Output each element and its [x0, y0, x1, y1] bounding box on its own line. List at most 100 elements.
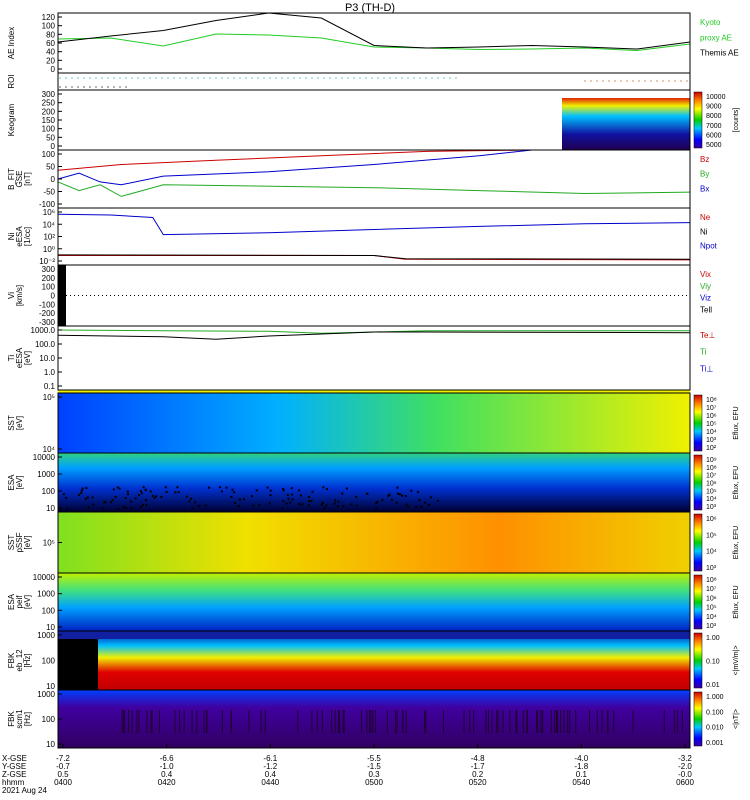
ae-legend: proxy AE — [700, 33, 732, 42]
esa-noise-dot — [337, 501, 339, 503]
fbk-b-stripe — [159, 710, 160, 733]
esa-noise-dot — [143, 486, 145, 488]
series-npot — [58, 255, 690, 259]
esa-noise-dot — [381, 499, 383, 501]
sst_e-cblabel: Eflux, EFU — [733, 406, 740, 439]
esa-noise-dot — [417, 491, 419, 493]
roi-dot — [263, 77, 264, 78]
roi-dot — [407, 77, 408, 78]
roi-ylabel: ROI — [7, 74, 16, 88]
fbk-b-stripe — [443, 710, 444, 733]
roi-dot — [389, 77, 390, 78]
keogram-ytick: 150 — [42, 116, 56, 125]
fbk-b-stripe — [664, 710, 665, 733]
series-themis-ae — [58, 13, 690, 49]
vi-legend: Viz — [700, 294, 711, 303]
esa-noise-dot — [325, 504, 327, 506]
roi-dot — [329, 77, 330, 78]
esa-noise-dot — [308, 500, 310, 502]
x-tick-label: 0420 — [158, 778, 176, 787]
roi-dot — [359, 77, 360, 78]
fbk-b-stripe — [372, 710, 373, 733]
fbk-b-stripe — [175, 710, 176, 733]
ti-legend: Ti⊥ — [700, 364, 713, 373]
roi-dot — [131, 77, 132, 78]
fbk-b-stripe — [331, 710, 332, 733]
fbk-b-stripe — [206, 710, 207, 733]
esa-noise-dot — [142, 504, 144, 506]
sst_e-cbtick: 10⁵ — [706, 421, 717, 428]
ae-ytick: 20 — [46, 56, 55, 65]
esa-noise-dot — [355, 496, 357, 498]
x-tick-label: 0600 — [676, 778, 694, 787]
fbk-b-stripe — [375, 710, 376, 733]
roi-dot — [455, 77, 456, 78]
fbk-b-stripe — [322, 710, 323, 733]
esa-noise-dot — [376, 501, 378, 503]
roi-dot — [59, 86, 60, 87]
esa-noise-dot — [140, 506, 142, 508]
plot-title: P3 (TH-D) — [345, 2, 395, 14]
fbk-b-stripe — [317, 710, 318, 733]
fbk-b-stripe — [222, 710, 223, 733]
fbk-b-stripe — [503, 710, 504, 733]
roi-dot — [77, 86, 78, 87]
x-row-label: 2021 Aug 24 — [2, 786, 47, 795]
ti-legend: Ti — [700, 348, 707, 357]
fbk-b-stripe — [536, 710, 537, 733]
esa-noise-dot — [63, 493, 65, 495]
panel-vi: 3002001000-100-200-300Vi [km/s]VixViyVizT… — [7, 265, 712, 327]
fbk_e-colorbar — [694, 633, 702, 688]
esa-noise-dot — [401, 495, 403, 497]
fbk_b-cbtick: 0.001 — [706, 740, 724, 747]
esa-noise-dot — [375, 508, 377, 510]
vi-ytick: 100 — [42, 283, 56, 292]
ae-ytick: 80 — [46, 30, 55, 39]
fbk-e-top — [58, 631, 690, 639]
roi-dot — [287, 77, 288, 78]
esa-noise-dot — [334, 503, 336, 505]
keogram-cbtick: 6000 — [706, 132, 722, 139]
keogram-cbtick: 7000 — [706, 123, 722, 130]
roi-dot — [584, 80, 585, 81]
esa-noise-dot — [301, 503, 303, 505]
roi-dot — [341, 77, 342, 78]
panel-sst_e: 10⁵10⁴SST [eV]10⁸10⁷10⁶10⁵10⁴10³10²Eflux,… — [7, 393, 740, 454]
sst_i-ytick: 10⁵ — [43, 539, 55, 548]
esa-noise-dot — [145, 499, 147, 501]
roi-dot — [71, 77, 72, 78]
esa_e-cbtick: 10⁹ — [706, 457, 717, 464]
roi-dot — [143, 77, 144, 78]
esa-noise-dot — [341, 492, 343, 494]
fbk-b-stripe — [464, 710, 465, 733]
fbk-b-stripe — [486, 710, 487, 733]
roi-dot — [245, 77, 246, 78]
roi-dot — [197, 77, 198, 78]
roi-dot — [293, 77, 294, 78]
esa-noise-dot — [424, 502, 426, 504]
roi-dot — [95, 77, 96, 78]
panel-fbk_e: 100010010FBK eb_12 [Hz]1.000.100.01<|mV/m|… — [7, 631, 740, 691]
roi-dot — [602, 80, 603, 81]
sst_i-ylabel: [eV] — [23, 535, 32, 549]
roi-dot — [191, 77, 192, 78]
sst_e-cbtick: 10⁴ — [706, 429, 717, 436]
fbk-b-stripe — [526, 710, 527, 733]
series-bx — [58, 150, 532, 185]
esa-noise-dot — [160, 496, 162, 498]
ae-ytick: 120 — [42, 13, 56, 22]
bfit-frame — [58, 150, 690, 208]
bfit-ytick: 100 — [42, 150, 56, 159]
esa-noise-dot — [410, 490, 412, 492]
bfit-legend: Bx — [700, 184, 709, 193]
panels-group: 120100806040200AE IndexKyotoproxy AEThem… — [7, 13, 740, 749]
esa_e-cbtick: 10⁷ — [706, 473, 717, 480]
ni-legend: Npot — [700, 242, 718, 251]
roi-dot — [437, 77, 438, 78]
keogram-ytick: 300 — [42, 90, 56, 99]
roi-dot — [113, 77, 114, 78]
fbk-e-gap — [58, 631, 98, 690]
esa-noise-dot — [311, 491, 313, 493]
roi-dot — [662, 80, 663, 81]
